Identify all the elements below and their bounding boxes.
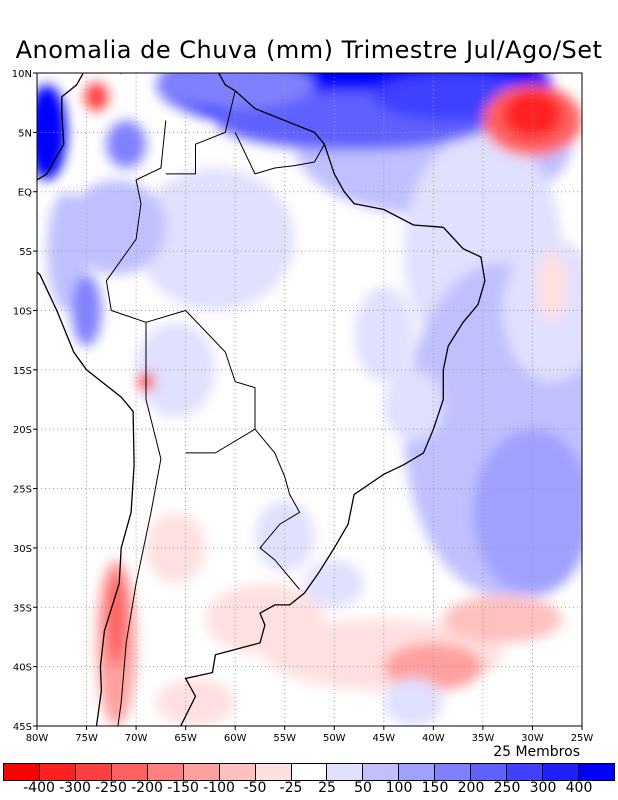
colorbar-swatch bbox=[543, 764, 579, 780]
anomaly-blob bbox=[255, 500, 315, 572]
colorbar-swatch bbox=[219, 764, 256, 780]
colorbar-label: -400 bbox=[23, 780, 55, 796]
colorbar-swatch bbox=[507, 764, 544, 780]
colorbar-label: 150 bbox=[421, 780, 449, 796]
colorbar-swatch bbox=[399, 764, 436, 780]
anomaly-blob bbox=[106, 571, 127, 667]
colorbar bbox=[3, 763, 615, 781]
anomaly-blob bbox=[383, 678, 444, 726]
lat-label: 15S bbox=[13, 366, 32, 377]
colorbar-swatch bbox=[291, 764, 328, 780]
lon-label: 25W bbox=[571, 733, 594, 744]
lon-label: 75W bbox=[75, 733, 98, 744]
anomaly-blob bbox=[106, 120, 146, 169]
country-border bbox=[105, 120, 167, 400]
anomaly-field bbox=[37, 73, 582, 726]
anomaly-blob bbox=[383, 369, 444, 442]
colorbar-swatch bbox=[39, 764, 76, 780]
coastline bbox=[37, 73, 486, 726]
anomaly-blob bbox=[136, 167, 295, 311]
colorbar-label: -150 bbox=[167, 780, 199, 796]
colorbar-label: 300 bbox=[529, 780, 557, 796]
lon-label: 45W bbox=[373, 733, 396, 744]
lon-label: 30W bbox=[521, 733, 544, 744]
lat-label: 25S bbox=[13, 485, 32, 496]
country-border bbox=[117, 399, 162, 726]
anomaly-blob bbox=[502, 90, 563, 139]
anomaly-blob bbox=[155, 678, 236, 726]
colorbar-label: -250 bbox=[95, 780, 127, 796]
colorbar-label: 25 bbox=[318, 780, 336, 796]
colorbar-swatch bbox=[147, 764, 184, 780]
anomaly-blob bbox=[304, 559, 364, 608]
country-border bbox=[234, 132, 325, 175]
lat-label: 40S bbox=[13, 663, 32, 674]
colorbar-labels: -400 -300 -250 -200 -150 -100 -50 -25 25… bbox=[0, 780, 618, 798]
lat-label: 45S bbox=[13, 722, 32, 733]
colorbar-label: 200 bbox=[457, 780, 485, 796]
colorbar-label: -100 bbox=[203, 780, 235, 796]
anomaly-blob bbox=[146, 512, 206, 584]
lat-label: 5N bbox=[18, 128, 32, 139]
colorbar-label: 100 bbox=[385, 780, 413, 796]
lat-label: 35S bbox=[13, 603, 32, 614]
colorbar-label: 250 bbox=[493, 780, 521, 796]
colorbar-swatch bbox=[471, 764, 508, 780]
colorbar-swatch bbox=[579, 764, 614, 780]
colorbar-swatch bbox=[327, 764, 364, 780]
colorbar-swatch bbox=[111, 764, 148, 780]
country-border bbox=[145, 309, 256, 454]
anomaly-blob bbox=[354, 286, 414, 382]
lon-label: 55W bbox=[273, 733, 296, 744]
map-title: Anomalia de Chuva (mm) Trimestre Jul/Ago… bbox=[15, 36, 603, 64]
anomaly-blob bbox=[537, 251, 568, 323]
anomaly-blob bbox=[84, 82, 109, 112]
anomaly-blob bbox=[473, 429, 582, 596]
lat-label: 30S bbox=[13, 544, 32, 555]
anomaly-blob bbox=[71, 274, 102, 347]
lon-label: 70W bbox=[125, 733, 148, 744]
colorbar-swatch bbox=[435, 764, 472, 780]
lat-label: 10N bbox=[12, 69, 32, 80]
colorbar-swatch bbox=[255, 764, 292, 780]
map-frame bbox=[36, 72, 583, 727]
anomaly-blob bbox=[37, 84, 67, 180]
members-label: 25 Membros bbox=[493, 744, 580, 760]
colorbar-label: -300 bbox=[59, 780, 91, 796]
lat-label: 5S bbox=[19, 247, 32, 258]
colorbar-swatch bbox=[4, 764, 40, 780]
colorbar-swatch bbox=[363, 764, 400, 780]
lat-label: EQ bbox=[18, 188, 32, 199]
lon-label: 65W bbox=[174, 733, 197, 744]
lon-label: 60W bbox=[224, 733, 247, 744]
anomaly-blob bbox=[443, 595, 563, 643]
colorbar-label: 50 bbox=[354, 780, 372, 796]
lat-label: 20S bbox=[13, 425, 32, 436]
colorbar-swatch bbox=[75, 764, 112, 780]
colorbar-label: -200 bbox=[131, 780, 163, 796]
colorbar-label: 400 bbox=[565, 780, 593, 796]
lon-label: 50W bbox=[323, 733, 346, 744]
lat-label: 10S bbox=[13, 306, 32, 317]
lon-label: 35W bbox=[472, 733, 495, 744]
colorbar-swatch bbox=[183, 764, 220, 780]
colorbar-label: -25 bbox=[279, 780, 303, 796]
colorbar-label: -50 bbox=[243, 780, 267, 796]
anomaly-blob bbox=[46, 191, 87, 311]
country-border bbox=[165, 90, 236, 175]
anomaly-blob bbox=[205, 583, 325, 655]
lon-label: 80W bbox=[26, 733, 49, 744]
lon-label: 40W bbox=[422, 733, 445, 744]
country-border bbox=[254, 428, 301, 590]
anomaly-blob bbox=[136, 322, 216, 418]
